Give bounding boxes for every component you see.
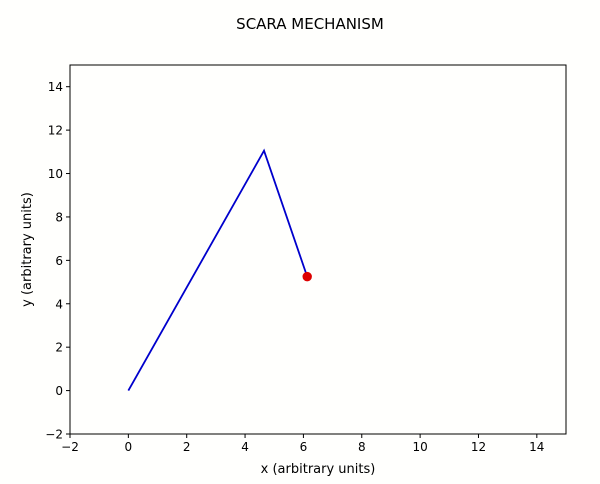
x-axis-ticks: −2 0 2 4 6 8 10 12 14 <box>61 434 544 454</box>
arm-links-line <box>127 148 309 392</box>
x-tick-label: 4 <box>241 440 249 454</box>
y-tick-label: 6 <box>55 254 63 268</box>
series-layer <box>127 148 312 392</box>
y-axis-ticks: −2 0 2 4 6 8 10 12 14 <box>45 80 70 442</box>
end-effector-point <box>302 271 312 282</box>
y-tick-label: 0 <box>55 384 63 398</box>
x-tick-label: 2 <box>183 440 191 454</box>
x-tick-label: 12 <box>471 440 486 454</box>
x-axis-label: x (arbitrary units) <box>261 462 376 477</box>
chart-title: SCARA MECHANISM <box>236 15 384 33</box>
plot-frame <box>69 64 567 435</box>
x-tick-label: 0 <box>125 440 133 454</box>
y-tick-label: 10 <box>48 167 63 181</box>
x-tick-label: 10 <box>412 440 427 454</box>
y-tick-label: 12 <box>48 124 63 138</box>
y-tick-label: 2 <box>55 341 63 355</box>
x-tick-label: −2 <box>61 440 79 454</box>
x-tick-label: 14 <box>529 440 544 454</box>
y-tick-label: 8 <box>55 210 63 224</box>
y-tick-label: −2 <box>45 428 63 442</box>
x-tick-label: 6 <box>300 440 308 454</box>
plot-area <box>70 65 566 434</box>
y-tick-label: 14 <box>48 80 63 94</box>
y-axis-label: y (arbitrary units) <box>20 192 35 307</box>
y-tick-label: 4 <box>55 297 63 311</box>
x-tick-label: 8 <box>358 440 366 454</box>
